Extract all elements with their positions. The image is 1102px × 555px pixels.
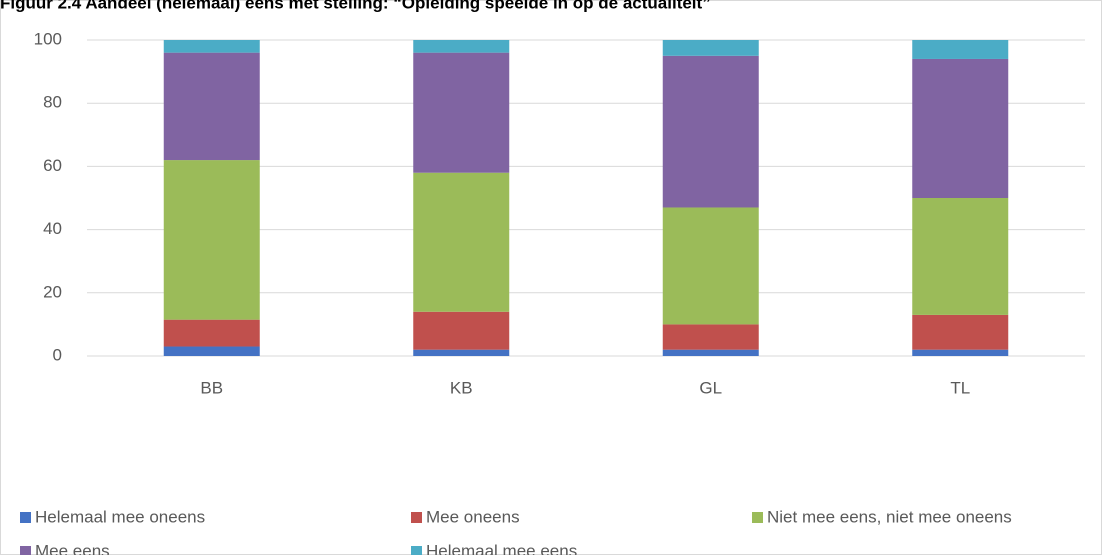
y-tick-label: 40 xyxy=(43,219,62,238)
legend-swatch xyxy=(411,512,422,523)
bar-segment xyxy=(163,40,260,53)
legend-label: Helemaal mee oneens xyxy=(35,507,205,526)
legend-label: Niet mee eens, niet mee oneens xyxy=(767,507,1012,526)
bar-segment xyxy=(662,324,759,350)
chart-title: Figuur 2.4 Aandeel (helemaal) eens met s… xyxy=(0,0,711,12)
legend-swatch xyxy=(411,546,422,555)
x-tick-label: TL xyxy=(950,378,970,397)
bar-segment xyxy=(662,55,759,208)
y-tick-label: 20 xyxy=(43,282,62,301)
legend-swatch xyxy=(752,512,763,523)
bar-segment xyxy=(163,160,260,320)
y-tick-label: 60 xyxy=(43,156,62,175)
bar-segment xyxy=(912,314,1009,350)
legend-label: Helemaal mee eens xyxy=(426,541,577,555)
bar-segment xyxy=(912,58,1009,199)
bar-segment xyxy=(912,40,1009,59)
bar-segment xyxy=(413,40,510,53)
bar-segment xyxy=(413,172,510,312)
bar-segment xyxy=(413,311,510,350)
legend-swatch xyxy=(20,546,31,555)
y-tick-label: 0 xyxy=(53,345,62,364)
bar-segment xyxy=(413,52,510,173)
bar-segment xyxy=(163,346,260,356)
y-tick-label: 100 xyxy=(34,29,62,48)
bar-segment xyxy=(912,198,1009,315)
legend-swatch xyxy=(20,512,31,523)
bar-segment xyxy=(413,349,510,356)
legend-label: Mee eens xyxy=(35,541,110,555)
bar-segment xyxy=(662,349,759,356)
bar-segment xyxy=(662,40,759,56)
x-tick-label: KB xyxy=(450,378,473,397)
bar-segment xyxy=(163,319,260,347)
bar-segment xyxy=(662,207,759,325)
bar-segment xyxy=(912,349,1009,356)
legend-label: Mee oneens xyxy=(426,507,520,526)
x-tick-label: GL xyxy=(699,378,722,397)
x-tick-label: BB xyxy=(200,378,223,397)
bar-segment xyxy=(163,52,260,161)
y-tick-label: 80 xyxy=(43,93,62,112)
